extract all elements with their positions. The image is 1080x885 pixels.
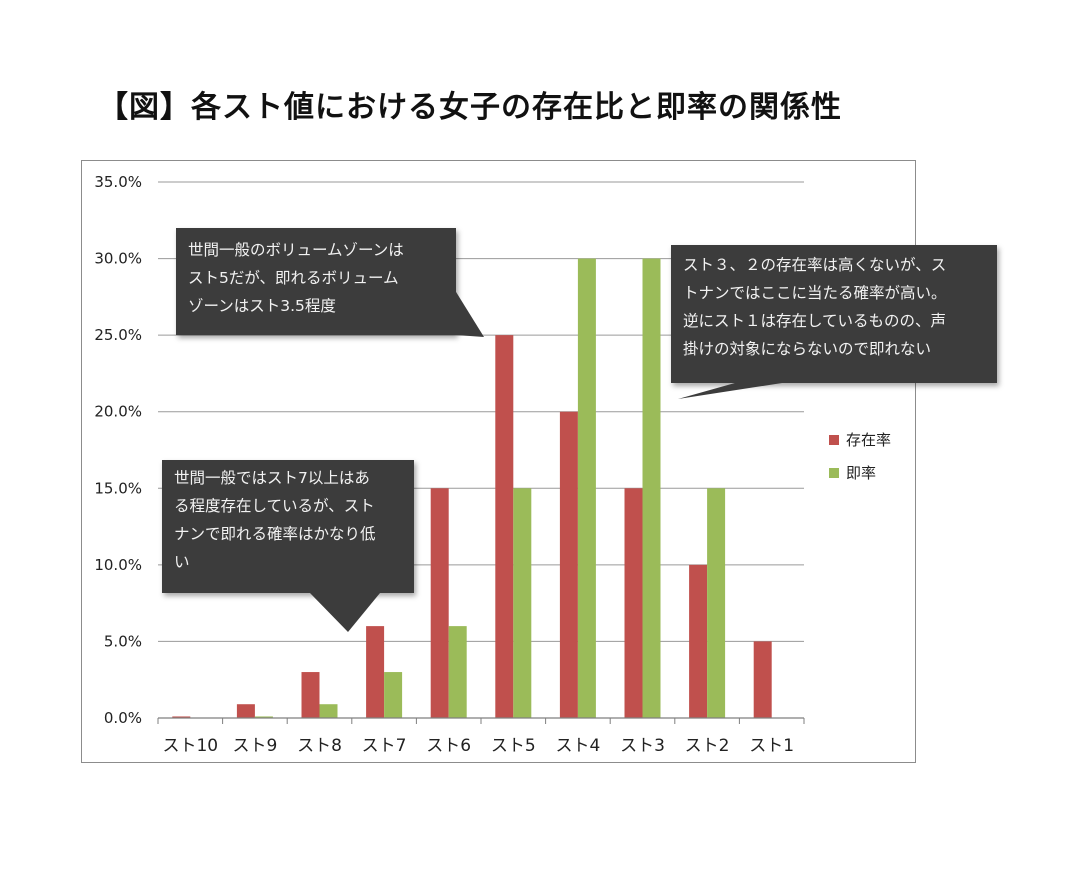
y-tick-label: 35.0% bbox=[94, 173, 142, 191]
bar-即率-スト2 bbox=[707, 488, 726, 718]
x-axis-ticks: スト10 スト9 スト8 スト7 スト6 スト5 スト4 スト3 スト2 スト1 bbox=[162, 736, 794, 756]
x-tick-label: スト6 bbox=[426, 736, 471, 756]
legend-label-存在率: 存在率 bbox=[846, 431, 891, 449]
y-tick-label: 30.0% bbox=[94, 250, 142, 268]
x-tick-label: スト7 bbox=[362, 736, 407, 756]
bar-存在率-スト9 bbox=[236, 704, 255, 718]
y-tick-label: 20.0% bbox=[94, 403, 142, 421]
x-axis bbox=[157, 717, 805, 724]
callout-line: 掛けの対象にならないので即れない bbox=[683, 340, 932, 358]
y-tick-label: 5.0% bbox=[104, 632, 142, 650]
callout-line: 世間一般のボリュームゾーンは bbox=[188, 241, 404, 259]
y-tick-label: 15.0% bbox=[94, 479, 142, 497]
x-tick-label: スト8 bbox=[297, 736, 342, 756]
x-tick-label: スト3 bbox=[620, 736, 665, 756]
bar-存在率-スト3 bbox=[624, 488, 643, 718]
callout-line: スト３、２の存在率は高くないが、ス bbox=[683, 256, 947, 274]
y-tick-label: 0.0% bbox=[104, 709, 142, 727]
x-tick-label: スト4 bbox=[555, 736, 600, 756]
bar-存在率-スト8 bbox=[301, 672, 320, 718]
callout-st3-st2: スト３、２の存在率は高くないが、ス トナンではここに当たる確率が高い。 逆にスト… bbox=[671, 245, 997, 383]
callout-volume-zone: 世間一般のボリュームゾーンは スト5だが、即れるボリューム ゾーンはスト3.5程… bbox=[176, 228, 456, 335]
callout-line: トナンではここに当たる確率が高い。 bbox=[683, 284, 947, 302]
y-axis-ticks: 0.0% 5.0% 10.0% 15.0% 20.0% 25.0% 30.0% 35.0% bbox=[94, 173, 142, 727]
bar-存在率-スト10 bbox=[172, 716, 191, 718]
bar-即率-スト7 bbox=[384, 672, 403, 718]
callout-st7-plus: 世間一般ではスト7以上はあ る程度存在しているが、スト ナンで即れる確率はかなり… bbox=[162, 460, 414, 593]
bar-存在率-スト5 bbox=[495, 335, 514, 718]
bar-即率-スト6 bbox=[448, 626, 467, 718]
callout-line: る程度存在しているが、スト bbox=[174, 497, 375, 515]
bar-存在率-スト6 bbox=[430, 488, 449, 718]
bar-即率-スト4 bbox=[577, 258, 596, 718]
callout-line: 世間一般ではスト7以上はあ bbox=[174, 469, 370, 487]
x-tick-label: スト2 bbox=[685, 736, 730, 756]
x-tick-label: スト9 bbox=[232, 736, 277, 756]
callout-line: い bbox=[174, 553, 190, 571]
y-tick-label: 25.0% bbox=[94, 326, 142, 344]
page-title: 【図】各スト値における女子の存在比と即率の関係性 bbox=[98, 90, 842, 125]
y-tick-label: 10.0% bbox=[94, 556, 142, 574]
callout-line: スト5だが、即れるボリューム bbox=[188, 269, 399, 287]
bar-即率-スト8 bbox=[319, 704, 338, 718]
callout-line: 逆にスト１は存在しているものの、声 bbox=[683, 312, 947, 330]
bar-即率-スト3 bbox=[642, 258, 661, 718]
x-tick-label: スト5 bbox=[491, 736, 536, 756]
bars bbox=[172, 258, 772, 718]
callout-line: ゾーンはスト3.5程度 bbox=[188, 297, 336, 315]
bar-存在率-スト1 bbox=[753, 641, 772, 718]
chart-frame: 0.0% 5.0% 10.0% 15.0% 20.0% 25.0% 30.0% 35.0% ス… bbox=[81, 160, 997, 763]
legend-swatch-即率 bbox=[829, 468, 839, 478]
x-tick-label: スト10 bbox=[162, 736, 218, 756]
x-tick-label: スト1 bbox=[749, 736, 794, 756]
bar-即率-スト5 bbox=[513, 488, 532, 718]
bar-chart: 0.0% 5.0% 10.0% 15.0% 20.0% 25.0% 30.0% 35.0% ス… bbox=[94, 173, 891, 756]
bar-存在率-スト7 bbox=[366, 626, 385, 718]
bar-即率-スト9 bbox=[254, 716, 273, 718]
legend-swatch-存在率 bbox=[829, 435, 839, 445]
bar-存在率-スト2 bbox=[689, 564, 708, 718]
legend-label-即率: 即率 bbox=[846, 464, 876, 482]
bar-存在率-スト4 bbox=[559, 411, 578, 718]
callout-line: ナンで即れる確率はかなり低 bbox=[174, 525, 376, 543]
